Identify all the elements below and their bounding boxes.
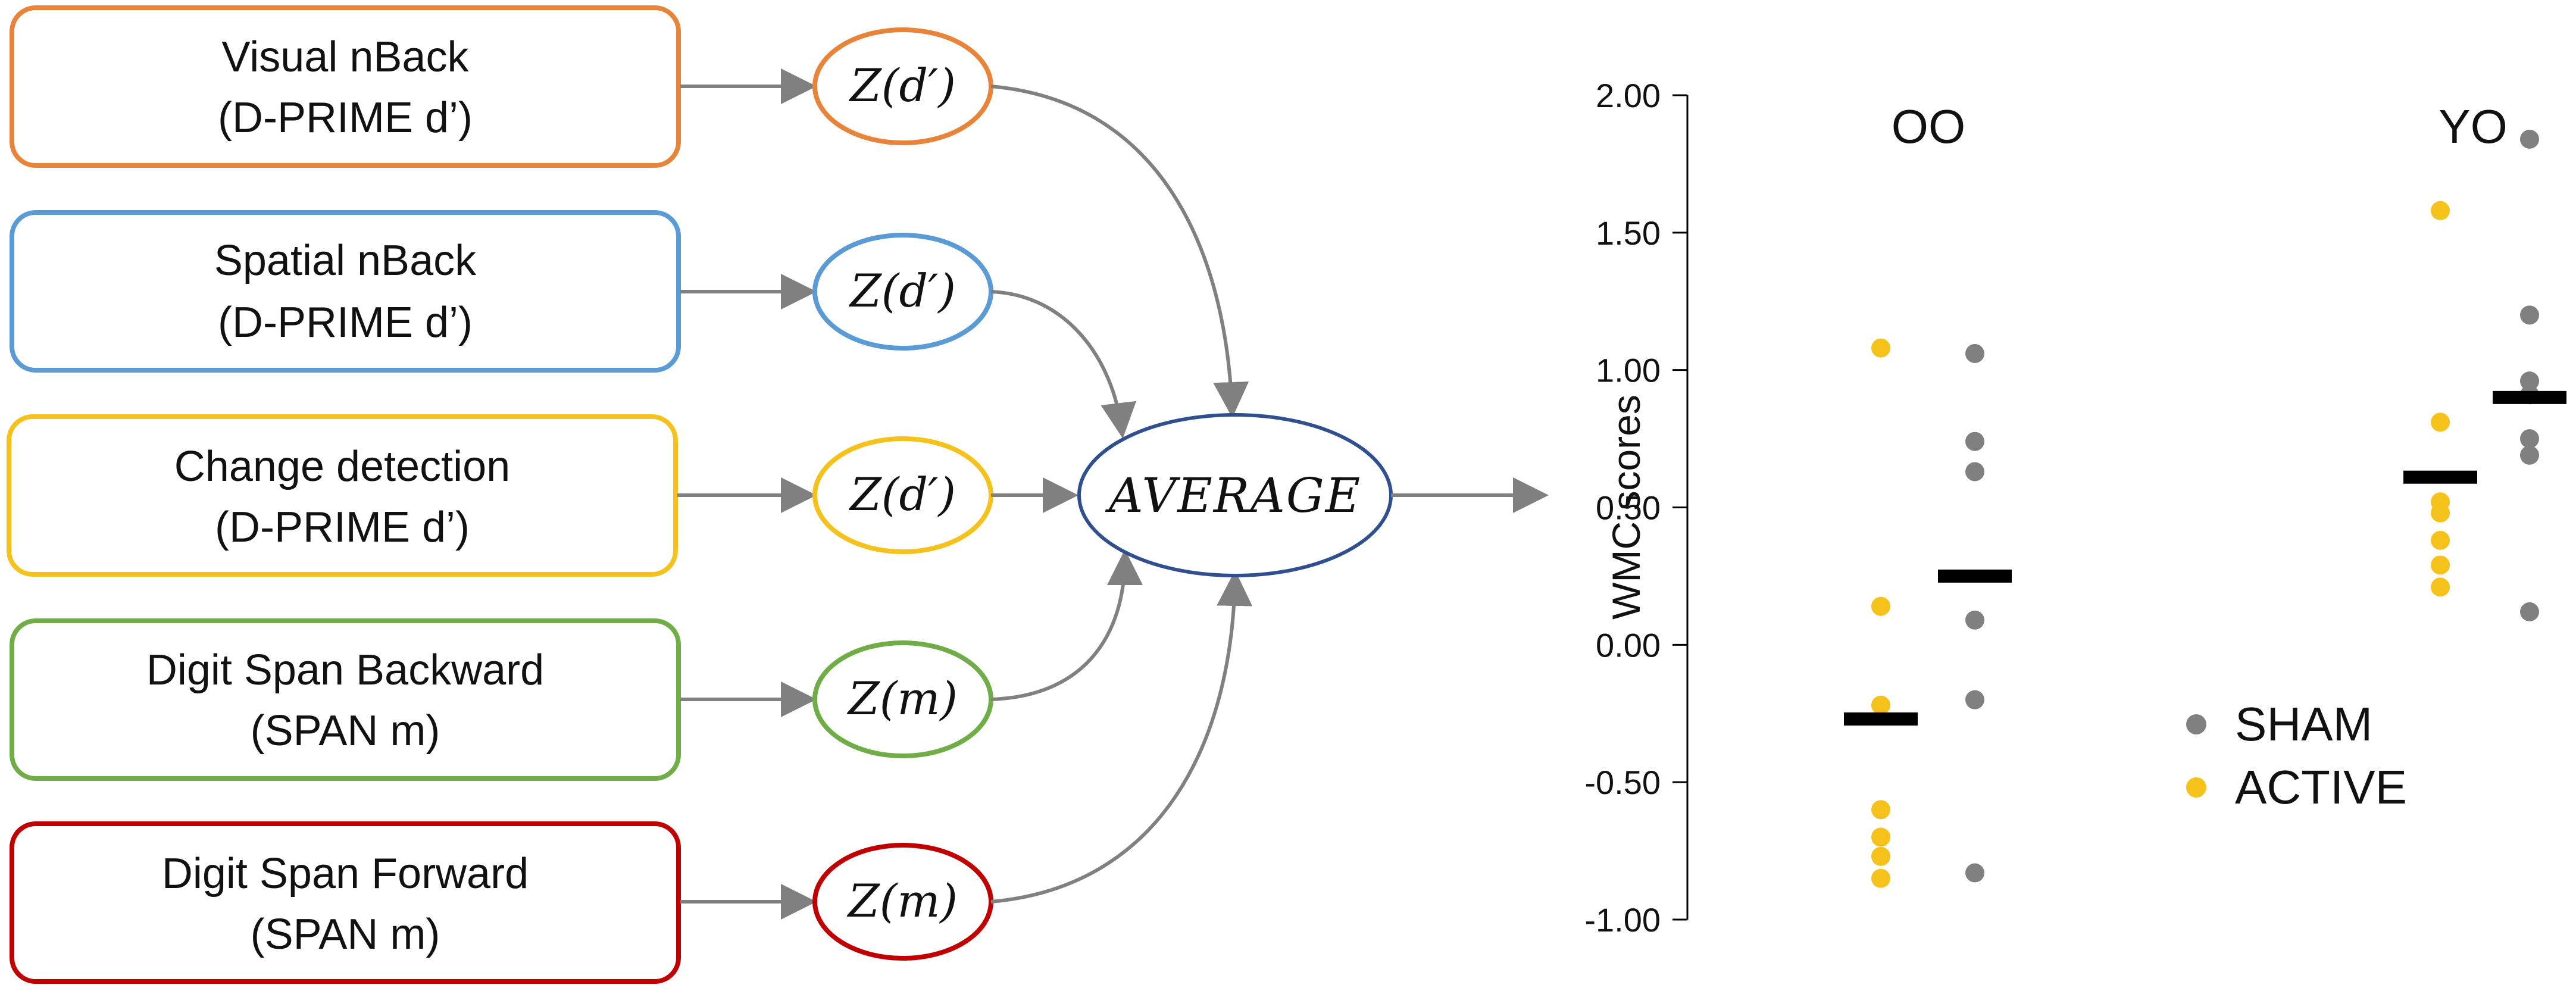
arrow-z-to-average (990, 290, 1137, 439)
legend-label-sham: SHAM (2235, 698, 2372, 751)
average-label: AVERAGE (1105, 468, 1361, 523)
task-measure: (D-PRIME d’) (215, 504, 470, 551)
z-score-node: Z(m) (812, 640, 993, 758)
data-point-sham-oo (1965, 462, 1984, 482)
data-point-active-oo (1871, 868, 1890, 888)
arrow-z-to-average (990, 85, 1249, 418)
data-point-active-yo (2431, 555, 2450, 575)
arrow-z-to-average (990, 570, 1253, 904)
data-point-sham-yo (2520, 429, 2539, 449)
data-point-active-oo (1871, 846, 1890, 866)
legend-label-active: ACTIVE (2235, 761, 2407, 814)
data-points (1871, 129, 2539, 888)
task-measure: (SPAN m) (251, 707, 440, 755)
data-point-sham-oo (1965, 863, 1984, 883)
legend-marker-sham (2186, 714, 2206, 734)
data-point-sham-yo (2520, 445, 2539, 465)
task-title: Digit Span Backward (146, 646, 544, 694)
task-box-change-detection (7, 414, 678, 577)
task-title: Change detection (174, 443, 510, 490)
mean-bar-active-yo (2403, 470, 2477, 484)
task-title: Spatial nBack (214, 237, 477, 285)
task-measure: (D-PRIME d’) (218, 299, 473, 346)
y-tick-label: 0.50 (1596, 489, 1661, 527)
z-label: Z(d′) (849, 59, 956, 112)
group-label-yo: YO (2439, 100, 2508, 153)
data-point-sham-oo (1965, 690, 1984, 709)
z-label: Z(m) (847, 672, 958, 725)
data-point-active-oo (1871, 338, 1890, 358)
data-point-active-oo (1871, 827, 1890, 847)
y-tick-label: 0.00 (1596, 626, 1661, 664)
data-point-active-yo (2431, 201, 2450, 220)
mean-bar-active-oo (1844, 712, 1918, 726)
task-node: Change detection (D-PRIME d’) (7, 414, 678, 577)
data-point-active-oo (1871, 800, 1890, 820)
mean-bars (1844, 390, 2566, 726)
data-point-sham-yo (2520, 305, 2539, 325)
y-ticks: 2.00 1.50 1.00 0.50 0.00 -0.50 -1.00 (1584, 77, 1687, 939)
flow-diagram: Visual nBack (D-PRIME d’) Spatial nBack … (7, 5, 1549, 984)
data-point-sham-oo (1965, 432, 1984, 451)
task-box-visual-nback (10, 5, 681, 168)
legend-marker-active (2186, 777, 2206, 798)
y-tick-label: 2.00 (1596, 77, 1661, 114)
task-box-digit-span-forward (10, 821, 681, 984)
task-measure: (D-PRIME d’) (218, 94, 473, 142)
data-point-sham-yo (2520, 371, 2539, 391)
task-node: Digit Span Backward (SPAN m) (10, 618, 681, 781)
y-tick-label: 1.50 (1596, 214, 1661, 252)
data-point-active-oo (1871, 596, 1890, 616)
task-node: Digit Span Forward (SPAN m) (10, 821, 681, 984)
data-point-sham-oo (1965, 610, 1984, 630)
y-tick-label: 1.00 (1596, 352, 1661, 389)
data-point-active-yo (2431, 577, 2450, 597)
data-point-active-yo (2431, 503, 2450, 523)
z-label: Z(m) (847, 874, 958, 927)
task-node: Spatial nBack (D-PRIME d’) (10, 210, 681, 373)
data-point-active-oo (1871, 695, 1890, 715)
mean-bar-sham-yo (2493, 390, 2566, 404)
task-title: Visual nBack (222, 33, 470, 81)
z-label: Z(d′) (849, 468, 956, 521)
task-node: Visual nBack (D-PRIME d’) (10, 5, 681, 168)
z-label: Z(d′) (849, 264, 956, 317)
y-tick-label: -1.00 (1584, 901, 1661, 939)
average-node: AVERAGE (1077, 413, 1393, 577)
task-title: Digit Span Forward (162, 850, 529, 898)
data-point-active-yo (2431, 530, 2450, 550)
task-measure: (SPAN m) (251, 911, 440, 958)
z-score-node: Z(d′) (812, 436, 993, 554)
task-box-digit-span-backward (10, 618, 681, 781)
task-box-spatial-nback (10, 210, 681, 373)
data-point-sham-oo (1965, 343, 1984, 363)
data-point-sham-yo (2520, 602, 2539, 621)
y-tick-label: -0.50 (1584, 764, 1661, 801)
wmc-scatter-chart: 2.00 1.50 1.00 0.50 0.00 -0.50 -1.00 WMC score… (1584, 77, 2566, 939)
y-axis-title: WMC scores (1604, 395, 1648, 620)
group-label-oo: OO (1892, 100, 1965, 153)
z-score-node: Z(d′) (812, 27, 993, 145)
data-point-active-yo (2431, 412, 2450, 432)
z-score-node: Z(m) (812, 843, 993, 961)
data-point-sham-yo (2520, 129, 2539, 149)
mean-bar-sham-oo (1938, 569, 2012, 583)
legend: SHAM ACTIVE (2186, 698, 2407, 814)
arrow-z-to-average (990, 549, 1143, 701)
z-score-node: Z(d′) (812, 233, 993, 351)
